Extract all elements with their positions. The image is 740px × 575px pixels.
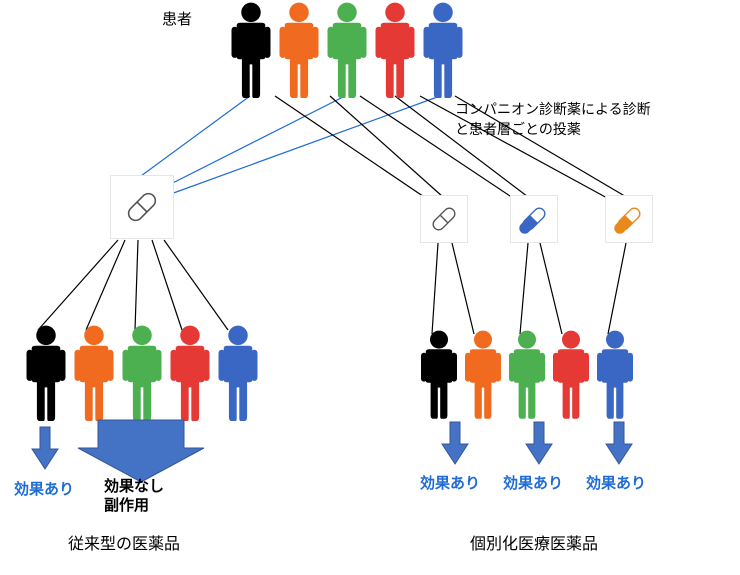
person-icon: [273, 2, 325, 103]
person-icon: [164, 325, 216, 426]
pill-icon: [427, 202, 461, 236]
right-effect-1: 効果あり: [420, 472, 480, 493]
arrow-small-r3: [604, 420, 634, 466]
person-icon: [212, 325, 264, 426]
pill-icon: [517, 202, 551, 236]
pill-icon: [612, 202, 646, 236]
patients-row-left: [20, 325, 264, 426]
pill-personalized-3: [605, 195, 653, 243]
companion-line1: コンパニオン診断薬による診断: [455, 101, 651, 117]
left-effect-label: 効果あり: [14, 478, 74, 499]
person-icon: [417, 2, 469, 103]
right-effect-3: 効果あり: [586, 472, 646, 493]
person-icon: [503, 330, 551, 424]
person-icon: [369, 2, 421, 103]
person-icon: [225, 2, 277, 103]
left-noeffect-label: 効果なし 副作用: [104, 478, 164, 516]
companion-line2: と患者層ごとの投薬: [455, 121, 581, 137]
arrow-small-r2: [524, 420, 554, 466]
person-icon: [68, 325, 120, 426]
person-icon: [116, 325, 168, 426]
patients-row-top: [225, 2, 469, 103]
patients-row-right: [415, 330, 639, 424]
person-icon: [321, 2, 373, 103]
arrow-big-left: [76, 418, 206, 484]
pill-icon: [120, 185, 164, 229]
left-caption: 従来型の医薬品: [68, 530, 180, 554]
person-icon: [20, 325, 72, 426]
patients-label: 患者: [162, 8, 192, 29]
person-icon: [459, 330, 507, 424]
pill-conventional: [110, 175, 174, 239]
left-noeffect-l2: 副作用: [104, 497, 149, 514]
arrow-small-r1: [440, 420, 470, 466]
person-icon: [415, 330, 463, 424]
right-caption: 個別化医療医薬品: [470, 530, 598, 554]
arrow-small-left: [30, 425, 60, 471]
pill-personalized-2: [510, 195, 558, 243]
right-effect-2: 効果あり: [503, 472, 563, 493]
person-icon: [547, 330, 595, 424]
left-noeffect-l1: 効果なし: [104, 478, 164, 495]
companion-diagnostic-text: コンパニオン診断薬による診断 と患者層ごとの投薬: [455, 100, 651, 139]
person-icon: [591, 330, 639, 424]
pill-personalized-1: [420, 195, 468, 243]
